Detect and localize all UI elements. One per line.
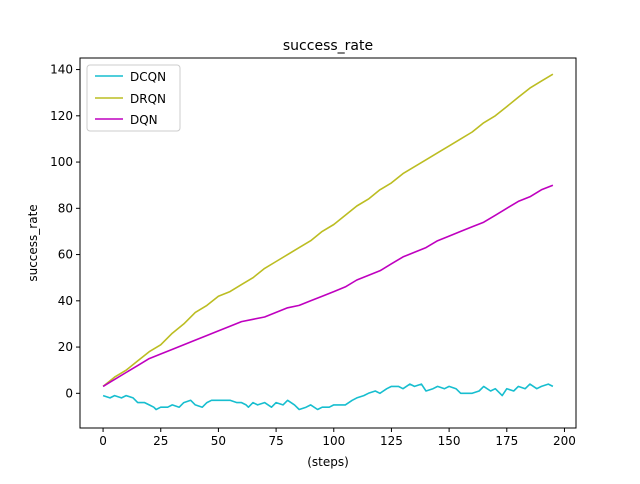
y-tick-label: 80 — [58, 201, 73, 215]
y-tick-label: 20 — [58, 340, 73, 354]
y-axis-label: success_rate — [26, 204, 40, 281]
tick-layer: 0 25 50 75 100 125 150 175 200 0 20 40 60 80 100 120 140 — [50, 63, 576, 448]
y-tick-label: 120 — [50, 109, 73, 123]
series-line-dcqn — [102, 383, 554, 411]
legend-frame — [86, 64, 181, 132]
x-tick-label: 25 — [153, 434, 168, 448]
y-tick-label: 40 — [58, 294, 73, 308]
x-tick-label: 100 — [322, 434, 345, 448]
chart-title: success_rate — [283, 38, 373, 54]
legend-dcqn-label: DCQN — [130, 70, 166, 84]
x-tick-label: 0 — [99, 434, 107, 448]
line-layer — [102, 73, 554, 411]
y-tick-label: 0 — [65, 386, 73, 400]
x-axis-label: (steps) — [307, 455, 349, 469]
x-tick-label: 150 — [438, 434, 461, 448]
series-line-dqn — [102, 184, 554, 388]
y-tick-label: 100 — [50, 155, 73, 169]
legend-dqn-label: DQN — [130, 113, 158, 127]
plot-frame — [79, 57, 577, 429]
x-tick-label: 50 — [211, 434, 226, 448]
x-tick-label: 175 — [495, 434, 518, 448]
x-tick-label: 200 — [553, 434, 576, 448]
legend: DCQN DRQN DQN — [86, 64, 181, 132]
series-line-drqn — [102, 73, 554, 388]
y-tick-label: 140 — [50, 63, 73, 77]
x-tick-label: 125 — [380, 434, 403, 448]
y-tick-label: 60 — [58, 248, 73, 262]
x-tick-label: 75 — [268, 434, 283, 448]
legend-drqn-label: DRQN — [130, 92, 166, 106]
